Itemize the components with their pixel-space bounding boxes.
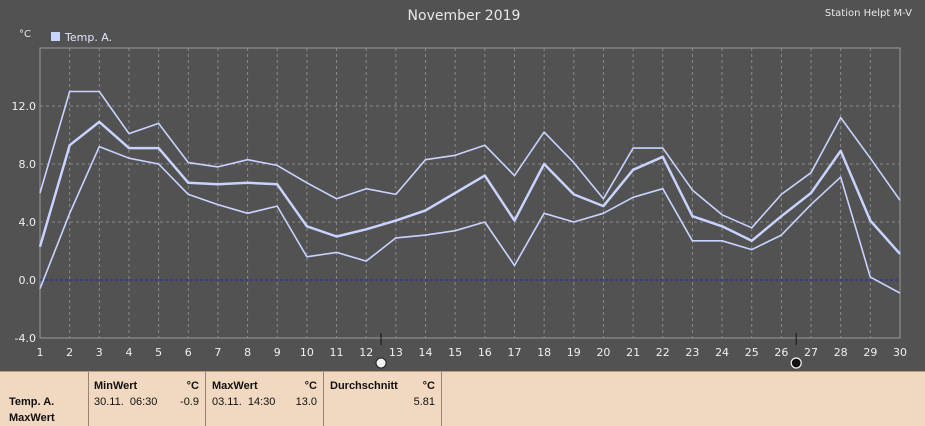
- x-tick-label: 2: [66, 346, 73, 359]
- stats-min-column: MinWert °C 30.11. 06:30 -0.9: [89, 372, 206, 426]
- x-tick-label: 22: [656, 346, 670, 359]
- series-line-min: [39, 145, 901, 294]
- x-tick-label: 17: [507, 346, 521, 359]
- x-tick-label: 16: [478, 346, 492, 359]
- max-header: MaxWert: [212, 380, 258, 392]
- x-tick-label: 30: [893, 346, 907, 359]
- x-tick-label: 1: [37, 346, 44, 359]
- moon-markers: [375, 333, 802, 369]
- x-tick-label: 6: [185, 346, 192, 359]
- plot-frame: [39, 47, 901, 339]
- x-tick-label: 15: [448, 346, 462, 359]
- x-tick-label: 4: [125, 346, 132, 359]
- y-tick-label: 4.0: [19, 216, 37, 229]
- x-tick-label: 8: [244, 346, 251, 359]
- x-tick-label: 27: [804, 346, 818, 359]
- y-unit-label: °C: [19, 29, 31, 40]
- max-value: 13.0: [295, 396, 317, 408]
- y-tick-label: -4.0: [15, 332, 36, 345]
- x-tick-label: 24: [715, 346, 729, 359]
- series-line-avg: [38, 120, 901, 255]
- stats-max-column: MaxWert °C 03.11. 14:30 13.0: [206, 372, 324, 426]
- plot-area: [39, 47, 901, 339]
- x-tick-label: 29: [863, 346, 877, 359]
- new-moon-icon: [790, 357, 802, 369]
- stats-avg-column: Durchschnitt °C 5.81: [324, 372, 442, 426]
- station-name: Station Helpt M-V: [825, 8, 912, 19]
- x-tick-label: 20: [596, 346, 610, 359]
- chart-title: November 2019: [408, 8, 521, 24]
- x-tick-label: 25: [745, 346, 759, 359]
- x-tick-label: 28: [834, 346, 848, 359]
- legend-label: Temp. A.: [64, 31, 112, 44]
- x-tick-label: 13: [389, 346, 403, 359]
- x-tick-label: 9: [274, 346, 281, 359]
- chart-area: November 2019 Station Helpt M-V °C Temp.…: [11, 8, 913, 369]
- min-value: -0.9: [180, 396, 199, 408]
- series-line-max: [39, 90, 901, 229]
- y-tick-label: 0.0: [19, 274, 37, 287]
- x-tick-label: 3: [96, 346, 103, 359]
- y-tick-labels: -4.0 0.0 4.0 8.0 12.0: [12, 100, 37, 345]
- full-moon-icon: [375, 357, 387, 369]
- legend-swatch: [51, 32, 60, 41]
- y-tick-label: 8.0: [19, 158, 37, 171]
- x-tick-label: 12: [359, 346, 373, 359]
- x-tick-label: 18: [537, 346, 551, 359]
- grid-lines: [40, 48, 900, 338]
- x-tick-label: 26: [774, 346, 788, 359]
- min-datetime: 30.11. 06:30: [94, 396, 158, 408]
- x-tick-label: 7: [214, 346, 221, 359]
- statistics-panel: Temp. A. MaxWert MinWert °C 30.11. 06:30…: [0, 371, 925, 426]
- max-unit: °C: [304, 380, 317, 392]
- stats-row-sub-label: MaxWert: [9, 412, 55, 424]
- min-header: MinWert: [94, 380, 138, 392]
- stats-row-label: Temp. A.: [9, 396, 55, 408]
- x-tick-label: 21: [626, 346, 640, 359]
- x-tick-label: 23: [685, 346, 699, 359]
- x-tick-label: 11: [330, 346, 344, 359]
- x-tick-label: 5: [155, 346, 162, 359]
- avg-header: Durchschnitt: [330, 380, 398, 392]
- x-tick-label: 14: [419, 346, 433, 359]
- avg-value: 5.81: [413, 396, 435, 408]
- max-datetime: 03.11. 14:30: [212, 396, 276, 408]
- avg-unit: °C: [422, 380, 435, 392]
- y-tick-label: 12.0: [12, 100, 37, 113]
- min-unit: °C: [186, 380, 199, 392]
- stats-row-header: Temp. A. MaxWert: [0, 372, 89, 426]
- x-tick-label: 10: [300, 346, 314, 359]
- x-tick-labels: 1 2 3 4 5 6 7 8 9 10 11 12 13 14 15 16 17 18 19 20 21 22 23 24 2…: [37, 346, 908, 359]
- series-lines: [38, 90, 901, 294]
- x-tick-label: 19: [567, 346, 581, 359]
- temperature-chart: November 2019 Station Helpt M-V °C Temp.…: [12, 8, 912, 369]
